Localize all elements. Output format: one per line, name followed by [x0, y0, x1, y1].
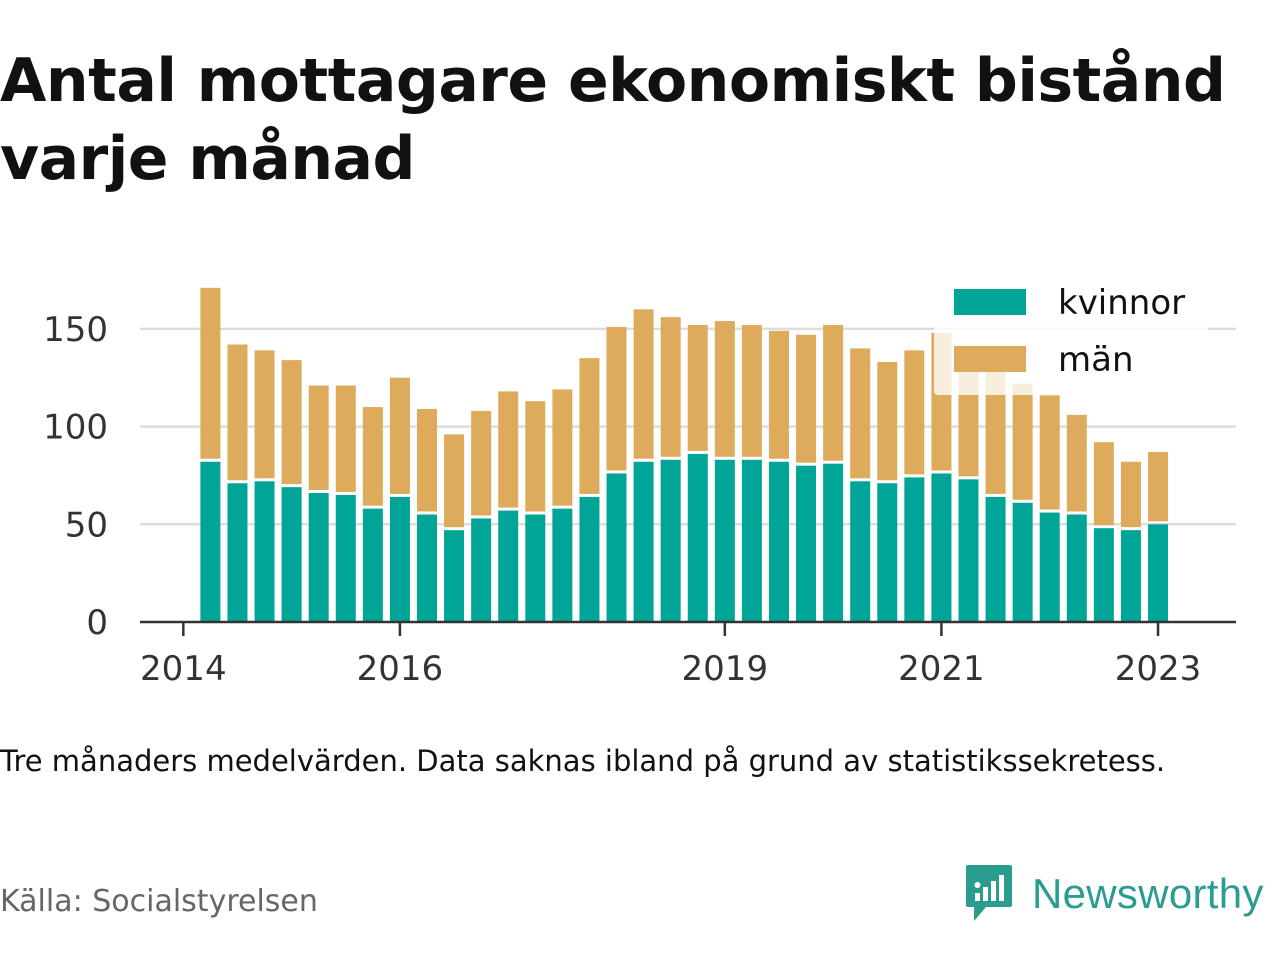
bar-kvinnor	[714, 459, 735, 622]
x-tick-label: 2021	[898, 649, 985, 689]
bar-kvinnor	[877, 483, 898, 622]
bar-man	[525, 401, 546, 512]
x-tick-label: 2019	[682, 649, 769, 689]
bar-kvinnor	[227, 483, 248, 622]
bar-kvinnor	[741, 459, 762, 622]
bar-man	[335, 385, 356, 492]
bar-man	[281, 360, 302, 485]
bar-man	[416, 408, 437, 512]
bar-man	[471, 410, 492, 516]
bar-kvinnor	[254, 481, 275, 622]
bar-kvinnor	[823, 463, 844, 622]
brand-logo: Newsworthy	[964, 862, 1264, 926]
bar-kvinnor	[687, 453, 708, 622]
y-tick-label: 50	[65, 505, 108, 545]
axes: 0 50 100 150 2014 2016 2019 2021 2023	[43, 310, 1236, 689]
bar-man	[552, 389, 573, 506]
bar-man	[1039, 395, 1060, 510]
bar-kvinnor	[931, 473, 952, 622]
bar-man	[227, 344, 248, 481]
bar-kvinnor	[1120, 530, 1141, 622]
bar-kvinnor	[525, 514, 546, 622]
bars	[200, 287, 1169, 622]
bar-kvinnor	[498, 510, 519, 622]
x-tick-label: 2016	[357, 649, 444, 689]
bar-man	[687, 324, 708, 451]
bar-man	[1120, 461, 1141, 528]
bar-kvinnor	[416, 514, 437, 622]
bar-man	[606, 326, 627, 471]
bar-kvinnor	[1012, 502, 1033, 622]
legend-swatch	[954, 289, 1026, 315]
legend: kvinnor män	[934, 275, 1208, 395]
bar-kvinnor	[362, 508, 383, 622]
bar-kvinnor	[471, 518, 492, 622]
bar-man	[1093, 442, 1114, 526]
bar-man	[498, 391, 519, 508]
bar-kvinnor	[606, 473, 627, 622]
bar-kvinnor	[308, 493, 329, 622]
source-label: Källa: Socialstyrelsen	[0, 884, 318, 919]
bar-man	[579, 358, 600, 494]
brand-name: Newsworthy	[1032, 870, 1264, 917]
bar-man	[254, 350, 275, 479]
bar-kvinnor	[958, 479, 979, 622]
bar-kvinnor	[444, 530, 465, 622]
bar-man	[768, 330, 789, 459]
bar-kvinnor	[1039, 512, 1060, 622]
bar-man	[877, 362, 898, 481]
bar-man	[741, 324, 762, 457]
chart-note: Tre månaders medelvärden. Data saknas ib…	[0, 744, 1166, 778]
bar-kvinnor	[850, 481, 871, 622]
bar-kvinnor	[1148, 524, 1169, 622]
y-tick-label: 0	[86, 603, 108, 643]
bar-kvinnor	[985, 496, 1006, 622]
stacked-bar-chart: 0 50 100 150 2014 2016 2019 2021 2023 kvinnor män	[43, 275, 1236, 689]
bar-man	[1148, 451, 1169, 522]
newsworthy-logo-icon	[966, 865, 1012, 921]
bar-man	[714, 321, 735, 457]
bar-man	[200, 287, 221, 459]
bar-kvinnor	[768, 461, 789, 622]
x-tick-label: 2014	[140, 649, 227, 689]
bar-kvinnor	[200, 461, 221, 622]
bar-man	[1012, 383, 1033, 500]
legend-label: män	[1058, 340, 1134, 380]
bar-man	[985, 365, 1006, 494]
bar-kvinnor	[1066, 514, 1087, 622]
bar-kvinnor	[796, 465, 817, 622]
bar-kvinnor	[281, 487, 302, 622]
bar-kvinnor	[389, 496, 410, 622]
bar-man	[660, 317, 681, 457]
x-tick-label: 2023	[1115, 649, 1202, 689]
bar-man	[389, 377, 410, 494]
legend-label: kvinnor	[1058, 283, 1185, 323]
bar-kvinnor	[660, 459, 681, 622]
bar-kvinnor	[579, 496, 600, 622]
bar-kvinnor	[1093, 528, 1114, 622]
bar-kvinnor	[633, 461, 654, 622]
bar-man	[904, 350, 925, 475]
bar-kvinnor	[335, 494, 356, 622]
legend-swatch	[954, 346, 1026, 372]
bar-man	[362, 407, 383, 506]
bar-man	[1066, 414, 1087, 512]
y-tick-label: 100	[43, 408, 108, 448]
bar-man	[850, 348, 871, 479]
chart-title: Antal mottagare ekonomiskt bistånd varje…	[0, 46, 1226, 194]
bar-man	[444, 434, 465, 528]
bar-man	[823, 324, 844, 461]
y-tick-label: 150	[43, 310, 108, 350]
bar-man	[308, 385, 329, 491]
bar-kvinnor	[904, 477, 925, 622]
bar-man	[796, 334, 817, 463]
bar-kvinnor	[552, 508, 573, 622]
bar-man	[633, 309, 654, 459]
